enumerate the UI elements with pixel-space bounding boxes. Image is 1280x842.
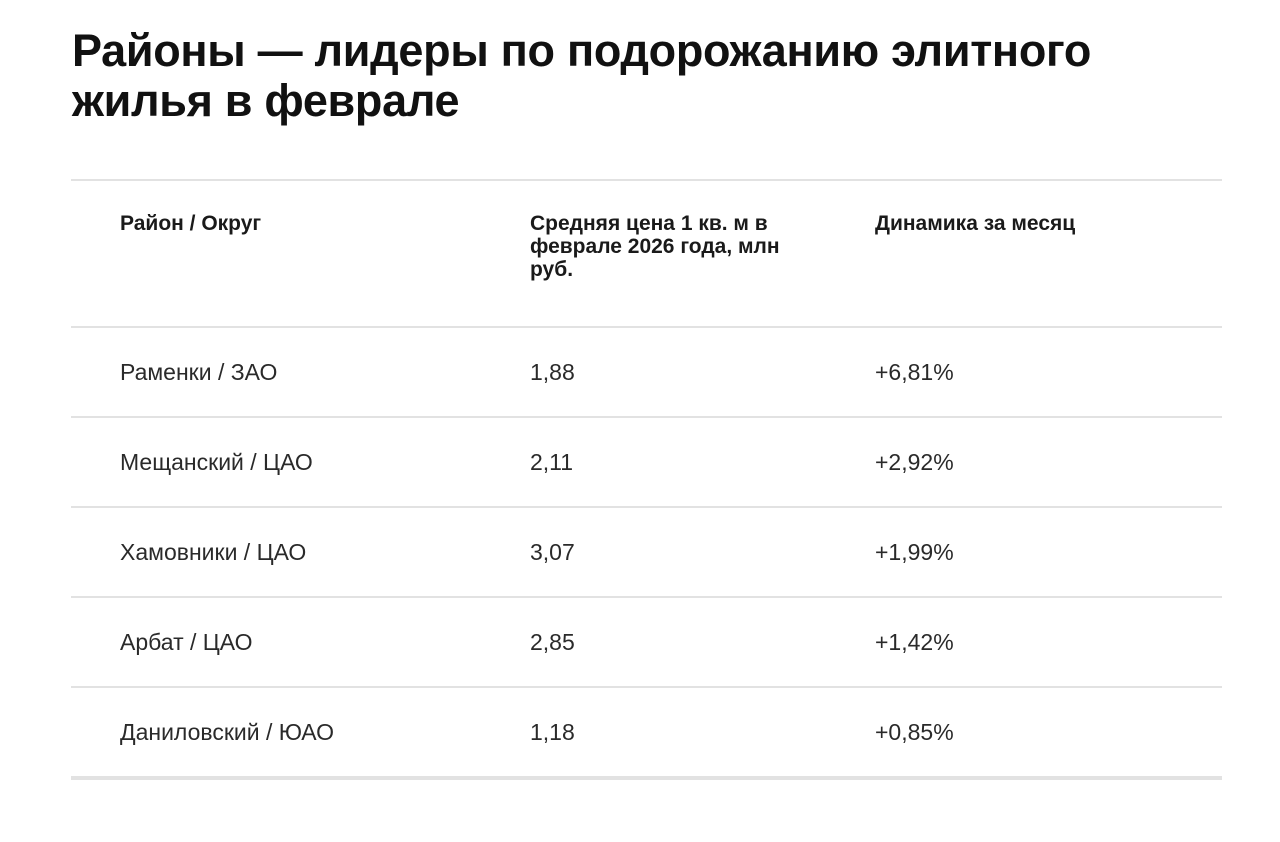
district-cell: Раменки / ЗАО <box>120 359 278 385</box>
change-cell: +1,42% <box>875 629 954 655</box>
district-cell: Мещанский / ЦАО <box>120 449 313 475</box>
change-cell: +6,81% <box>875 359 954 385</box>
table-header-row: Район / Округ Средняя цена 1 кв. м в фев… <box>71 181 1222 326</box>
district-cell: Арбат / ЦАО <box>120 629 253 655</box>
price-cell: 3,07 <box>530 539 575 565</box>
table-row: Хамовники / ЦАО 3,07 +1,99% <box>71 506 1222 596</box>
price-cell: 1,88 <box>530 359 575 385</box>
change-cell: +2,92% <box>875 449 954 475</box>
column-header-monthly-change: Динамика за месяц <box>875 212 1076 235</box>
district-cell: Хамовники / ЦАО <box>120 539 307 565</box>
column-header-district: Район / Округ <box>120 212 262 235</box>
table-row: Даниловский / ЮАО 1,18 +0,85% <box>71 686 1222 776</box>
change-cell: +1,99% <box>875 539 954 565</box>
column-header-avg-price: Средняя цена 1 кв. м в феврале 2026 года… <box>530 212 780 281</box>
table-row: Раменки / ЗАО 1,88 +6,81% <box>71 326 1222 416</box>
page-title: Районы — лидеры по подорожанию элитного … <box>72 25 1092 126</box>
price-table: Район / Округ Средняя цена 1 кв. м в фев… <box>71 179 1222 780</box>
price-cell: 2,85 <box>530 629 575 655</box>
change-cell: +0,85% <box>875 719 954 745</box>
district-cell: Даниловский / ЮАО <box>120 719 334 745</box>
price-cell: 1,18 <box>530 719 575 745</box>
table-row: Арбат / ЦАО 2,85 +1,42% <box>71 596 1222 686</box>
table-row: Мещанский / ЦАО 2,11 +2,92% <box>71 416 1222 506</box>
price-cell: 2,11 <box>530 449 574 475</box>
